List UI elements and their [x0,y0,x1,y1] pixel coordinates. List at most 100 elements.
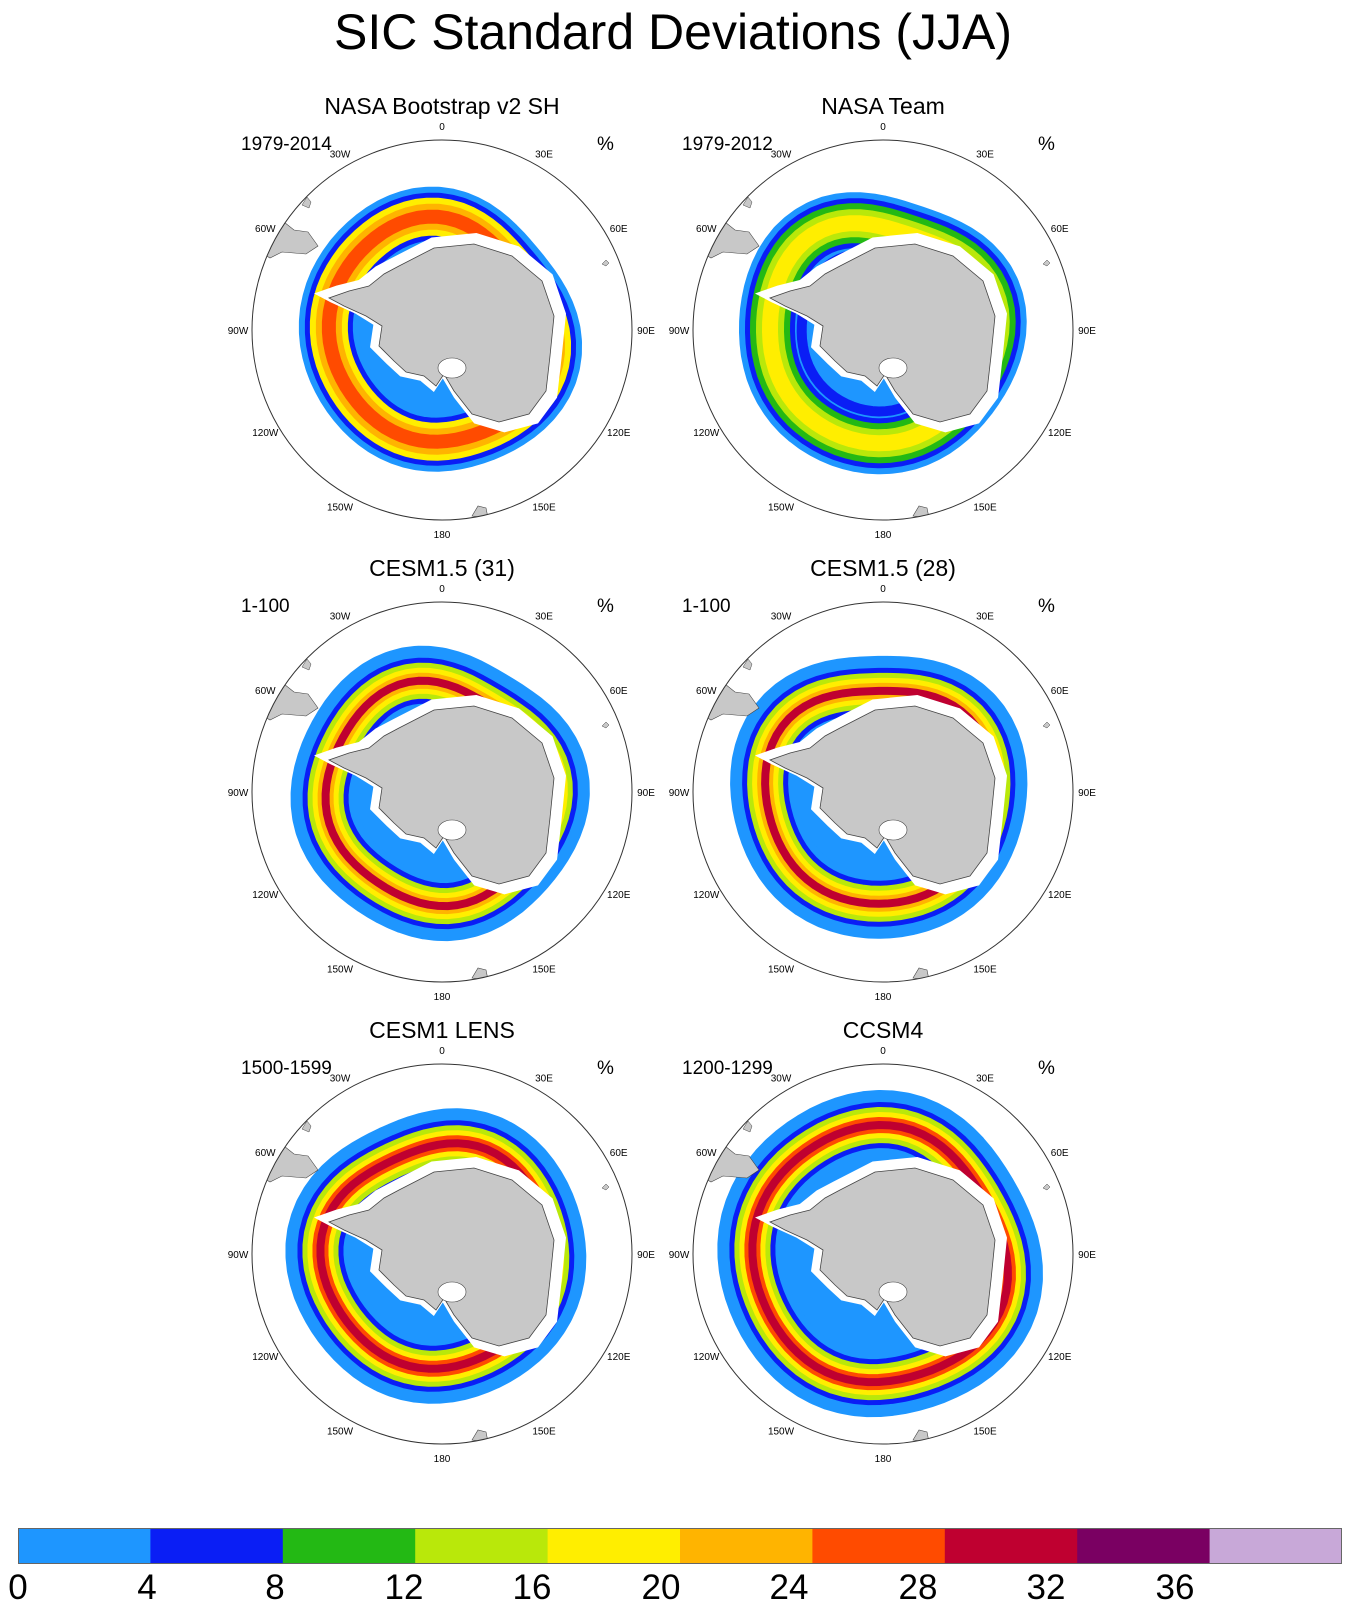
panel-unit: % [597,596,614,617]
longitude-label: 60E [1051,1148,1069,1159]
longitude-label: 180 [875,992,892,1003]
longitude-label: 180 [875,1454,892,1465]
colorbar-segment [1077,1528,1211,1564]
island-landmass [742,1120,753,1133]
antarctica-landmass [328,705,555,885]
longitude-label: 120W [693,890,720,901]
longitude-label: 150W [327,503,354,514]
colorbar-tick-label: 24 [769,1568,809,1607]
longitude-label: 0 [880,584,886,595]
panel-period: 1500-1599 [241,1058,332,1079]
longitude-label: 30W [330,611,351,622]
longitude-label: 150W [327,1427,354,1438]
island-landmass [601,1183,610,1191]
polar-map: 0 30E 60E 90E 120E 150E 180 150W 120W 90W 60W 30W [228,122,656,541]
panel-unit: % [1038,134,1055,155]
panel-period: 1200-1299 [682,1058,773,1079]
colorbar-segment [944,1528,1078,1564]
longitude-label: 30W [330,1073,351,1084]
map-border [692,601,1074,983]
longitude-label: 0 [880,1046,886,1057]
island-landmass [301,1120,312,1133]
colorbar-tick-label: 4 [137,1568,157,1607]
polar-map: 0 30E 60E 90E 120E 150E 180 150W 120W 90W 60W 30W [669,122,1097,541]
longitude-label: 0 [439,122,445,133]
longitude-label: 180 [875,530,892,541]
map-border [251,1063,633,1445]
longitude-label: 90W [669,1250,690,1261]
longitude-label: 150W [768,503,795,514]
longitude-label: 60E [610,1148,628,1159]
longitude-label: 90W [669,788,690,799]
longitude-label: 90E [1078,788,1096,799]
colorbar-segment [415,1528,549,1564]
antarctica-landmass [328,243,555,423]
longitude-label: 120E [607,428,631,439]
colorbar-tick-label: 28 [898,1568,938,1607]
longitude-label: 90E [637,1250,655,1261]
colorbar-tick-label: 8 [265,1568,285,1607]
map-panel-nasa-bootstrap: 0 30E 60E 90E 120E 150E 180 150W 120W 90W 60W 30W N… [212,92,672,552]
colorbar-segment [680,1528,813,1564]
longitude-label: 0 [439,584,445,595]
panel-title: NASA Team [821,93,945,119]
longitude-label: 60W [255,1148,276,1159]
longitude-label: 150W [327,965,354,976]
figure-title: SIC Standard Deviations (JJA) [333,4,1013,60]
island-landmass [1042,1183,1051,1191]
colorbar-segment [812,1528,946,1564]
longitude-label: 60E [1051,686,1069,697]
polar-map: 0 30E 60E 90E 120E 150E 180 150W 120W 90W 60W 30W [228,584,656,1003]
longitude-label: 90W [669,326,690,337]
longitude-label: 150E [532,503,556,514]
colorbar-segment [18,1528,151,1564]
longitude-label: 60E [1051,224,1069,235]
map-border [251,139,633,521]
panel-unit: % [597,134,614,155]
longitude-label: 90W [228,1250,249,1261]
longitude-label: 0 [880,122,886,133]
ross-ice-shelf [878,1281,908,1303]
colorbar-tick-label: 0 [8,1568,28,1607]
longitude-label: 30E [976,1073,994,1084]
longitude-label: 150E [532,965,556,976]
map-panel-nasa-team: 0 30E 60E 90E 120E 150E 180 150W 120W 90W 60W 30W N… [653,92,1113,552]
colorbar-tick-label: 16 [512,1568,552,1607]
longitude-label: 120W [693,428,720,439]
longitude-label: 60W [696,224,717,235]
ross-ice-shelf [437,1281,467,1303]
colorbar-segment [547,1528,681,1564]
map-panel-cesm15-31: 0 30E 60E 90E 120E 150E 180 150W 120W 90W 60W 30W C… [212,554,672,1014]
longitude-label: 90E [1078,326,1096,337]
colorbar-tick-label: 36 [1155,1568,1195,1607]
colorbar-tick-label: 12 [384,1568,424,1607]
map-border [692,139,1074,521]
panel-unit: % [1038,596,1055,617]
ross-ice-shelf [878,819,908,841]
longitude-label: 90E [637,326,655,337]
longitude-label: 30W [771,1073,792,1084]
panel-title: CESM1 LENS [369,1017,515,1043]
colorbar-segment [150,1528,284,1564]
longitude-label: 180 [434,530,451,541]
longitude-label: 180 [434,1454,451,1465]
island-landmass [742,658,753,671]
panel-title: CCSM4 [842,1017,924,1043]
longitude-label: 120W [252,890,279,901]
map-panel-cesm15-28: 0 30E 60E 90E 120E 150E 180 150W 120W 90W 60W 30W C… [653,554,1113,1014]
polar-map: 0 30E 60E 90E 120E 150E 180 150W 120W 90W 60W 30W [228,1046,656,1465]
panel-period: 1-100 [241,596,290,617]
longitude-label: 60E [610,224,628,235]
panel-title: NASA Bootstrap v2 SH [324,93,560,119]
antarctica-landmass [769,243,996,423]
longitude-label: 30E [976,149,994,160]
colorbar-frame [18,1528,1342,1564]
longitude-label: 90E [1078,1250,1096,1261]
colorbar-tick-label: 32 [1026,1568,1066,1607]
island-landmass [1042,721,1051,729]
longitude-label: 60E [610,686,628,697]
longitude-label: 30W [771,611,792,622]
longitude-label: 120E [607,890,631,901]
longitude-label: 60W [255,686,276,697]
panel-period: 1979-2014 [241,134,332,155]
